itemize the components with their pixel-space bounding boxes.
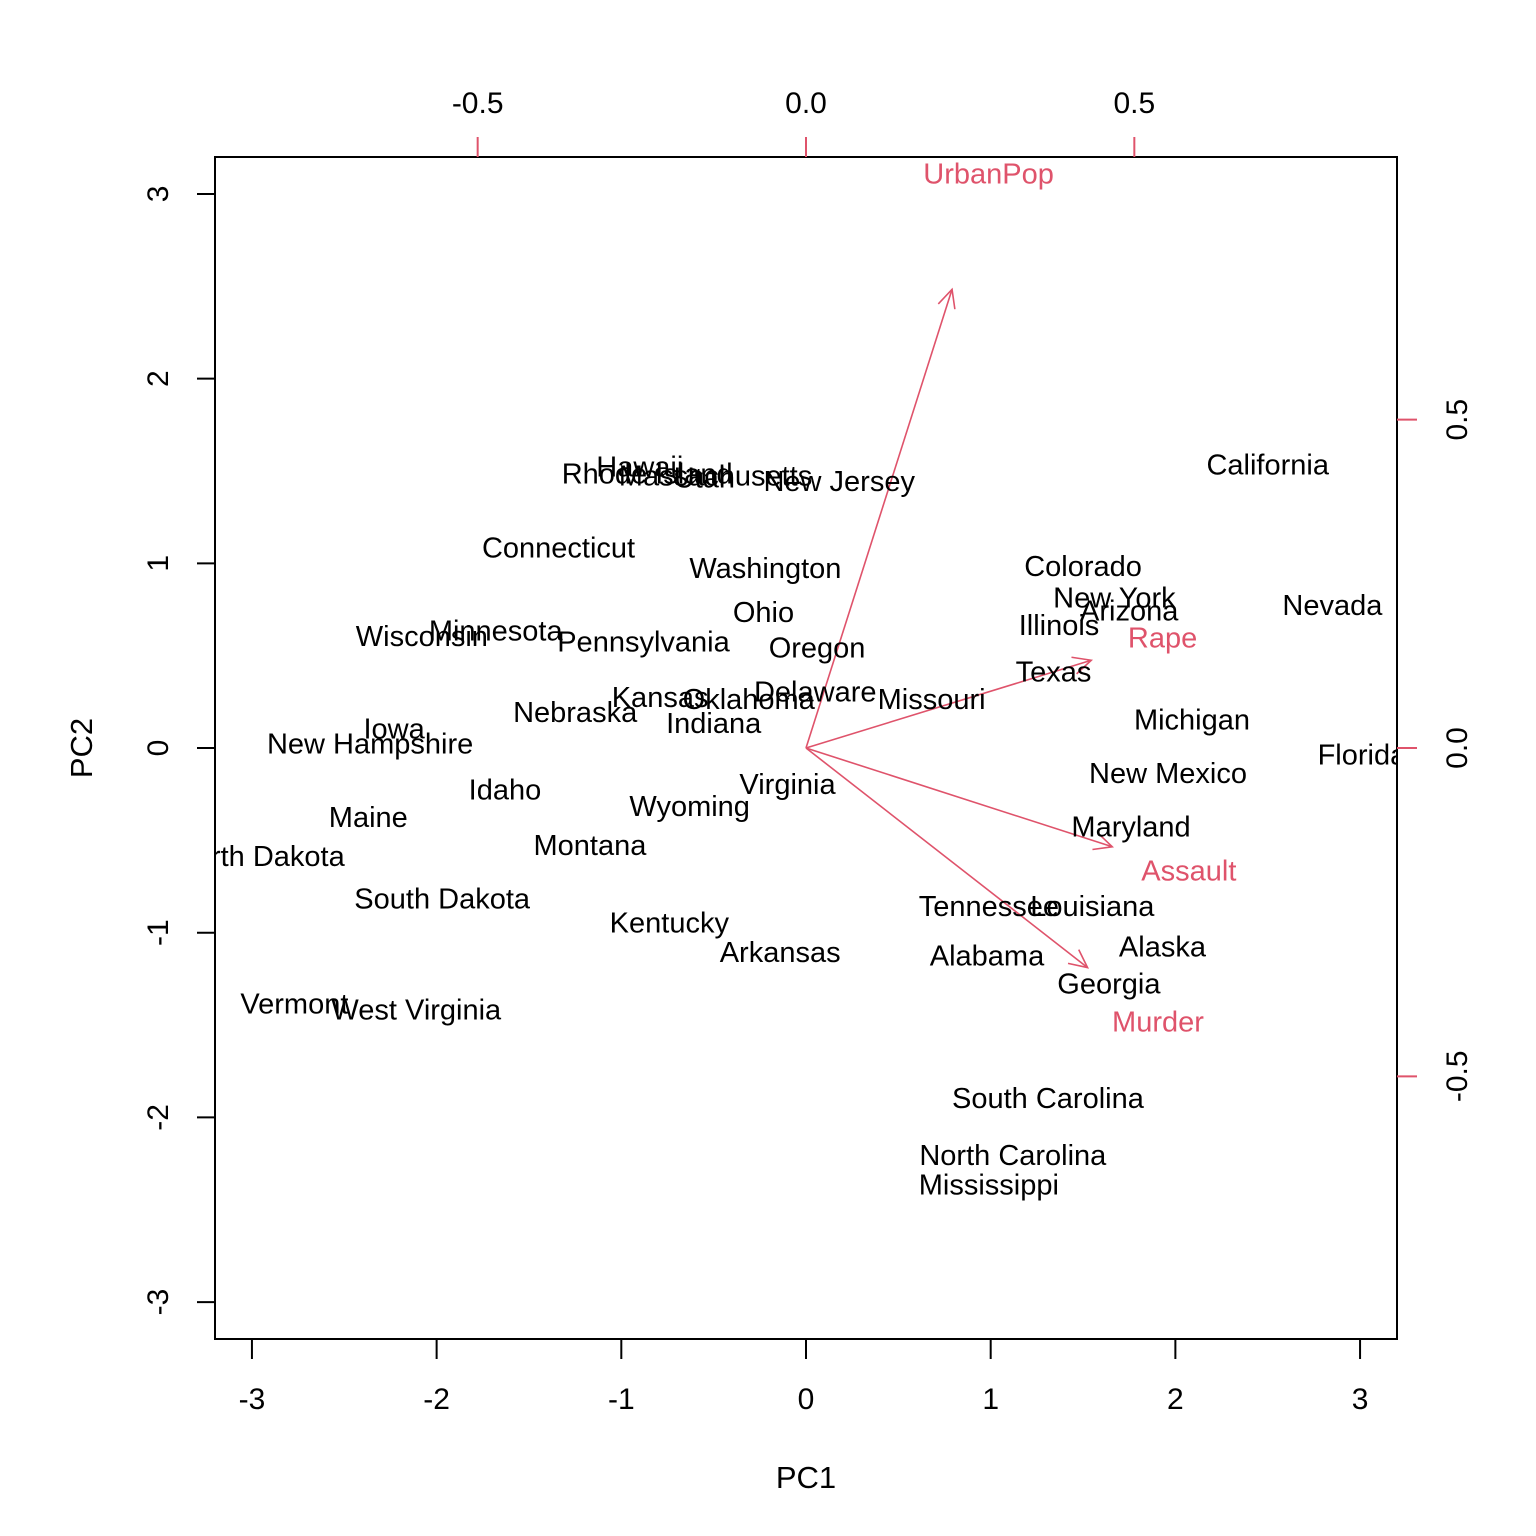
obs-label-arizona: Arizona <box>1080 595 1179 627</box>
obs-label-montana: Montana <box>533 830 647 862</box>
obs-label-florida: Florida <box>1318 739 1408 771</box>
obs-label-new-jersey: New Jersey <box>763 466 915 498</box>
x-tick-label: -1 <box>608 1383 635 1416</box>
obs-label-kentucky: Kentucky <box>610 907 730 939</box>
loading-label-assault: Assault <box>1141 855 1236 887</box>
obs-label-south-dakota: South Dakota <box>354 883 531 915</box>
obs-label-ohio: Ohio <box>733 597 794 629</box>
obs-label-texas: Texas <box>1016 656 1092 688</box>
loading-label-murder: Murder <box>1112 1006 1204 1038</box>
arrow-urbanpop <box>805 289 953 749</box>
x-tick-label: 3 <box>1352 1383 1369 1416</box>
obs-label-north-carolina: North Carolina <box>919 1140 1107 1172</box>
obs-label-michigan: Michigan <box>1134 704 1250 736</box>
obs-label-new-mexico: New Mexico <box>1089 758 1247 790</box>
obs-label-nevada: Nevada <box>1282 590 1383 622</box>
x-tick-label: -2 <box>423 1383 450 1416</box>
x-tick-label: -3 <box>239 1383 266 1416</box>
observation-labels: Alabama Alaska Arizona Arkansas California Co… <box>174 449 1408 1202</box>
obs-label-washington: Washington <box>689 553 841 585</box>
top-tick-label: 0.5 <box>1113 87 1155 120</box>
obs-label-nebraska: Nebraska <box>513 697 638 729</box>
right-tick-label: 0.0 <box>1441 727 1474 769</box>
obs-label-maryland: Maryland <box>1071 811 1190 843</box>
obs-label-minnesota: Minnesota <box>429 616 564 648</box>
obs-label-louisiana: Louisiana <box>1030 891 1155 923</box>
obs-label-massachusetts: Massachusetts <box>619 461 812 493</box>
obs-label-delaware: Delaware <box>754 677 877 709</box>
y-tick-label: 3 <box>142 186 175 203</box>
obs-label-illinois: Illinois <box>1019 610 1100 642</box>
obs-label-wyoming: Wyoming <box>629 791 750 823</box>
obs-label-arkansas: Arkansas <box>720 937 841 969</box>
obs-label-connecticut: Connecticut <box>482 533 635 565</box>
obs-label-oklahoma: Oklahoma <box>683 684 816 716</box>
obs-label-california: California <box>1206 449 1329 481</box>
x-tick-label: 0 <box>798 1383 815 1416</box>
y-tick-label: 1 <box>142 555 175 572</box>
obs-label-new-hampshire: New Hampshire <box>267 728 473 760</box>
loading-label-urbanpop: UrbanPop <box>923 159 1054 191</box>
obs-label-colorado: Colorado <box>1024 551 1142 583</box>
obs-label-maine: Maine <box>329 802 408 834</box>
arrowhead-urbanpop <box>937 287 956 310</box>
x-tick-label: 1 <box>982 1383 999 1416</box>
y-tick-label: -3 <box>142 1289 175 1316</box>
obs-label-south-carolina: South Carolina <box>952 1083 1145 1115</box>
arrow-assault <box>805 747 1113 848</box>
y-tick-label: -2 <box>142 1104 175 1131</box>
arrow-murder <box>805 747 1089 969</box>
top-axis: -0.5 0.0 0.5 <box>452 87 1155 157</box>
obs-label-iowa: Iowa <box>364 714 426 746</box>
obs-label-vermont: Vermont <box>240 989 348 1021</box>
top-tick-label: 0.0 <box>785 87 827 120</box>
y-tick-label: 0 <box>142 740 175 757</box>
obs-label-idaho: Idaho <box>469 774 542 806</box>
obs-label-alaska: Alaska <box>1119 931 1207 963</box>
obs-label-kansas: Kansas <box>612 682 709 714</box>
right-tick-label: -0.5 <box>1441 1050 1474 1102</box>
obs-label-indiana: Indiana <box>666 708 762 740</box>
obs-label-alabama: Alabama <box>930 941 1045 973</box>
obs-label-utah: Utah <box>674 462 735 494</box>
y-tick-label: 2 <box>142 370 175 387</box>
arrowhead-assault <box>1092 832 1115 851</box>
y-axis-title: PC2 <box>64 718 99 778</box>
x-axis-title: PC1 <box>776 1460 836 1495</box>
obs-label-rhode-island: Rhode Island <box>562 459 733 491</box>
obs-label-new-york: New York <box>1053 582 1176 614</box>
arrowhead-rape <box>1071 656 1094 675</box>
right-axis: -0.5 0.0 0.5 <box>1397 399 1474 1102</box>
obs-label-georgia: Georgia <box>1057 968 1161 1000</box>
obs-label-wisconsin: Wisconsin <box>356 621 488 653</box>
arrowhead-murder <box>1067 949 1090 969</box>
obs-label-mississippi: Mississippi <box>919 1170 1059 1202</box>
obs-label-tennessee: Tennessee <box>919 891 1059 923</box>
obs-label-hawaii: Hawaii <box>596 451 683 483</box>
y-tick-label: -1 <box>142 919 175 946</box>
loading-labels: Murder Assault UrbanPop Rape <box>923 159 1236 1039</box>
right-tick-label: 0.5 <box>1441 399 1474 441</box>
arrow-rape <box>805 659 1092 749</box>
obs-label-oregon: Oregon <box>769 632 866 664</box>
obs-label-west-virginia: West Virginia <box>331 994 502 1026</box>
top-tick-label: -0.5 <box>452 87 504 120</box>
obs-label-missouri: Missouri <box>878 684 986 716</box>
bottom-axis: -3 -2 -1 0 1 2 3 <box>239 1339 1369 1416</box>
loading-arrows <box>805 287 1115 969</box>
loading-label-rape: Rape <box>1128 622 1197 654</box>
obs-label-virginia: Virginia <box>739 769 836 801</box>
x-tick-label: 2 <box>1167 1383 1184 1416</box>
obs-label-north-dakota: North Dakota <box>174 841 346 873</box>
left-axis: -3 -2 -1 0 1 2 3 <box>142 186 215 1316</box>
obs-label-pennsylvania: Pennsylvania <box>557 627 730 659</box>
